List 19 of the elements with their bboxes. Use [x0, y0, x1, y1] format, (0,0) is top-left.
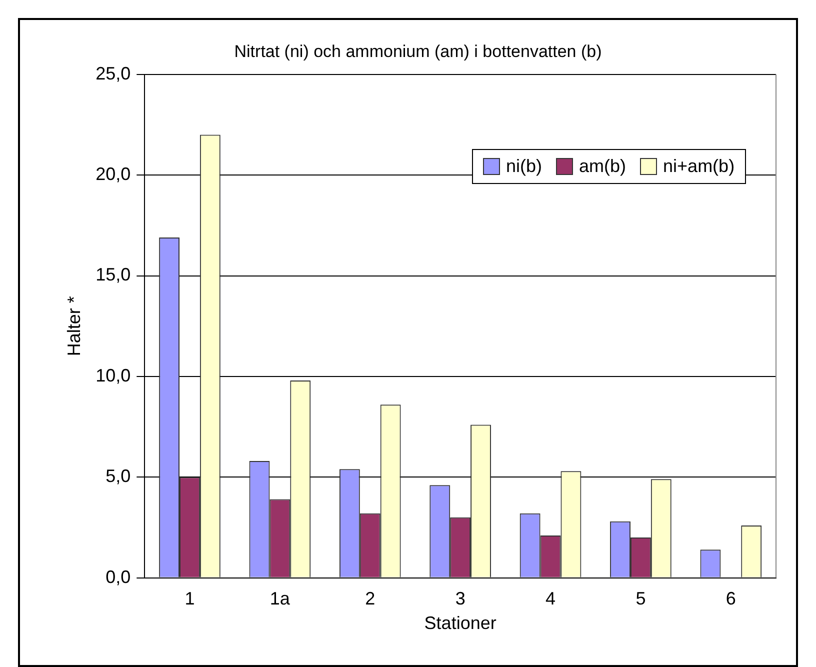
x-tick-label: 6 [726, 588, 736, 609]
y-tick-label: 10,0 [96, 365, 131, 386]
x-tick-label: 2 [365, 588, 376, 609]
legend-label: ni(b) [506, 156, 542, 178]
legend-label: ni+am(b) [663, 156, 735, 178]
x-tick-label: 3 [455, 588, 466, 609]
chart-title: Nitrtat (ni) och ammonium (am) i bottenvatten (b) [234, 42, 602, 61]
x-tick-label: 1 [184, 588, 195, 609]
x-axis-title: Stationer [424, 613, 496, 634]
x-tick-label: 4 [546, 588, 556, 609]
y-tick-label: 0,0 [106, 566, 131, 587]
y-tick-label: 25,0 [96, 63, 131, 84]
y-axis-title: Halter * [64, 296, 84, 356]
y-tick-label: 5,0 [106, 466, 131, 486]
x-tick-label: 5 [636, 588, 646, 609]
y-tick-label: 20,0 [96, 164, 131, 184]
x-tick-label: 1a [270, 588, 291, 609]
legend-label: am(b) [579, 156, 626, 178]
y-tick-label: 15,0 [96, 264, 131, 285]
